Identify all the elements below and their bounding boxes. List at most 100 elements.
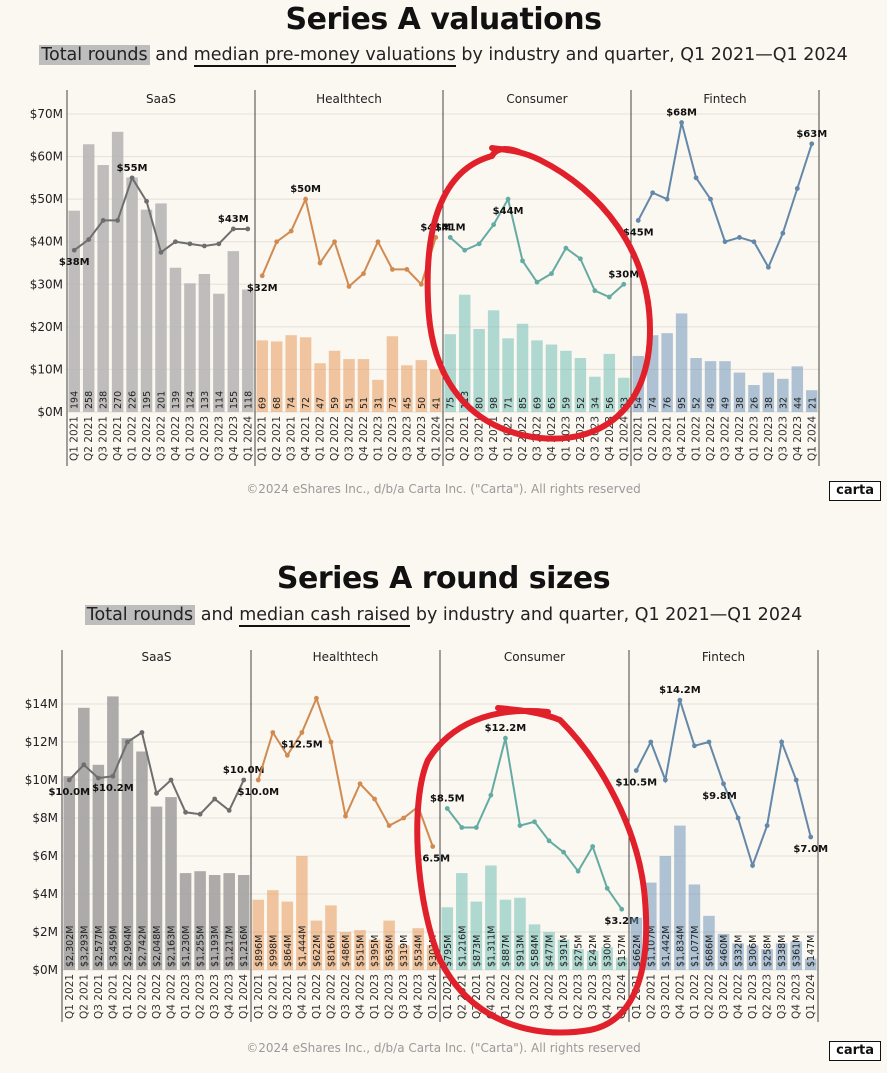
bar xyxy=(775,943,788,970)
bar-value-label: $338M xyxy=(777,935,788,967)
x-tick-label: Q4 2023 xyxy=(413,974,425,1019)
x-tick-label: Q4 2022 xyxy=(733,974,745,1019)
x-tick-label: Q1 2023 xyxy=(180,974,192,1019)
x-tick-label: Q1 2022 xyxy=(315,416,327,461)
median-point xyxy=(346,284,352,289)
bar-value-label: $1,216M xyxy=(457,926,468,967)
median-point xyxy=(563,245,569,251)
median-point xyxy=(386,823,392,828)
panel-header: SaaS xyxy=(146,92,176,106)
bar-value-label: 65 xyxy=(547,397,558,409)
x-tick-label: Q1 2021 xyxy=(442,974,454,1019)
bar xyxy=(430,369,442,412)
median-point xyxy=(662,777,668,783)
bar xyxy=(528,924,541,970)
panel-header: Healthtech xyxy=(313,650,379,664)
x-tick-label: Q2 2023 xyxy=(387,416,399,461)
bar-value-label: $816M xyxy=(326,935,337,967)
bar-value-label: 56 xyxy=(605,397,616,409)
bar xyxy=(586,951,599,970)
bar-value-label: $873M xyxy=(472,935,483,967)
median-point xyxy=(343,813,348,819)
x-tick-label: Q1 2022 xyxy=(691,416,703,461)
bar xyxy=(543,932,555,970)
bar xyxy=(456,873,468,970)
median-point xyxy=(546,838,552,844)
median-point xyxy=(332,239,337,245)
bar-value-label: $795M xyxy=(443,935,454,967)
bar xyxy=(415,360,428,412)
bar-value-label: $1,107M xyxy=(646,926,657,967)
bar-value-label: 226 xyxy=(128,391,139,409)
bar xyxy=(194,871,206,970)
bar xyxy=(136,751,148,970)
bar xyxy=(557,939,570,970)
bar-value-label: $258M xyxy=(763,935,774,967)
bar-value-label: 114 xyxy=(214,391,225,409)
bar-value-label: 26 xyxy=(749,397,760,409)
bar-value-label: $460M xyxy=(719,935,730,967)
bar-value-label: $2,904M xyxy=(123,926,134,967)
bar-value-label: $2,048M xyxy=(152,926,163,967)
median-point xyxy=(226,808,232,813)
x-tick-label: Q3 2023 xyxy=(398,974,410,1019)
bar-value-label: $477M xyxy=(545,935,556,967)
x-tick-label: Q2 2022 xyxy=(514,974,526,1019)
x-tick-label: Q3 2021 xyxy=(98,416,110,461)
annotation-circle-round-sizes xyxy=(414,705,650,1036)
bar xyxy=(237,875,250,970)
bar xyxy=(296,856,308,970)
bar xyxy=(267,890,279,970)
bar-value-label: $1,216M xyxy=(239,926,250,967)
median-point xyxy=(245,226,251,232)
bar xyxy=(688,884,701,970)
chart-title-round-sizes: Series A round sizes xyxy=(276,561,611,596)
x-tick-label: Q2 2021 xyxy=(645,974,657,1019)
bar xyxy=(223,873,235,970)
median-point xyxy=(679,120,685,125)
data-label: $68M xyxy=(666,108,697,119)
bar xyxy=(169,267,182,412)
x-tick-label: Q2 2023 xyxy=(573,974,585,1019)
bar xyxy=(412,928,424,970)
bar-value-label: $686M xyxy=(704,935,715,967)
x-tick-label: Q4 2022 xyxy=(734,416,746,461)
bar-value-label: $1,230M xyxy=(181,926,192,967)
bar xyxy=(674,825,686,970)
median-point xyxy=(144,198,149,204)
bar-value-label: 41 xyxy=(431,397,442,409)
bar-value-label: $306M xyxy=(748,935,759,967)
bar xyxy=(703,915,715,970)
median-point xyxy=(255,777,261,783)
x-tick-label: Q4 2021 xyxy=(300,416,312,461)
median-point xyxy=(288,228,294,234)
median-point xyxy=(706,739,712,745)
median-point xyxy=(780,230,786,236)
x-tick-label: Q1 2023 xyxy=(369,974,381,1019)
x-tick-label: Q3 2022 xyxy=(151,974,163,1019)
subtitle-rest: by industry and quarter, Q1 2021—Q1 2024 xyxy=(461,45,848,65)
bar xyxy=(790,941,802,970)
median-point xyxy=(621,281,627,287)
median-point xyxy=(389,266,395,272)
bar-value-label: 21 xyxy=(807,397,818,409)
bar xyxy=(444,334,456,412)
x-tick-label: Q1 2023 xyxy=(558,974,570,1019)
median-point xyxy=(635,218,641,223)
bar-value-label: $1,193M xyxy=(210,926,221,967)
median-point xyxy=(592,288,598,294)
bar-value-label: 118 xyxy=(243,391,254,409)
x-tick-label: Q4 2023 xyxy=(228,416,240,461)
bar-value-label: $2,302M xyxy=(65,926,76,967)
median-point xyxy=(241,777,247,783)
bar-value-label: 69 xyxy=(533,397,544,409)
data-label: $10.0M xyxy=(237,787,279,798)
median-point xyxy=(270,730,276,735)
bar xyxy=(198,273,211,412)
median-point xyxy=(158,249,164,255)
bar-value-label: $622M xyxy=(312,935,323,967)
data-label: $8.5M xyxy=(430,794,465,805)
bar-value-label: $534M xyxy=(414,935,425,967)
x-tick-label: Q2 2023 xyxy=(763,416,775,461)
bar xyxy=(92,764,105,970)
